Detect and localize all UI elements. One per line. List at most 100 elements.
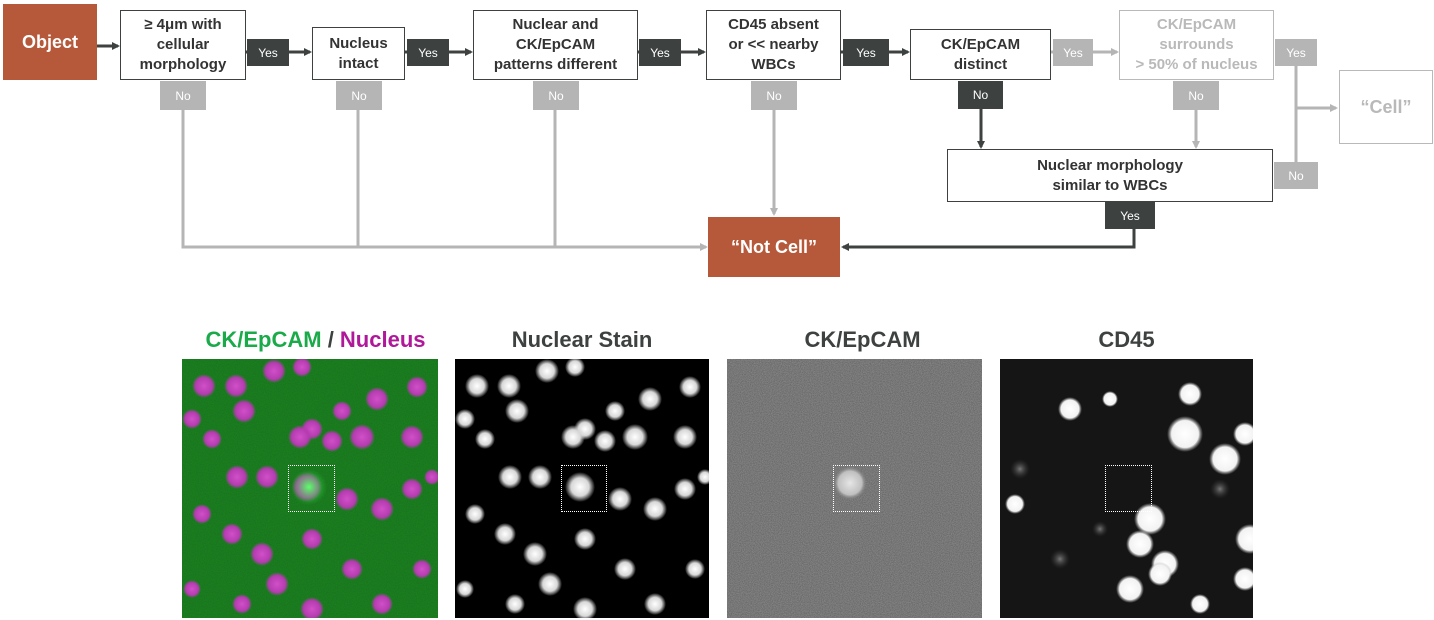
nucleus-blob bbox=[605, 401, 625, 421]
nucleus-blob bbox=[535, 359, 559, 383]
nucleus-blob bbox=[685, 559, 705, 579]
yes-label-q5: Yes bbox=[1053, 39, 1093, 66]
wbc-blob bbox=[1209, 443, 1241, 475]
nucleus-blob bbox=[202, 429, 222, 449]
nucleus-blob bbox=[301, 528, 323, 550]
nucleus-blob bbox=[232, 399, 256, 423]
nucleus-blob bbox=[673, 425, 697, 449]
nucleus-blob bbox=[349, 424, 375, 450]
nucleus-blob bbox=[335, 487, 359, 511]
nucleus-blob bbox=[528, 465, 552, 489]
nucleus-blob bbox=[497, 374, 521, 398]
dim-blob bbox=[1010, 459, 1030, 479]
cd45-title: CD45 bbox=[1098, 327, 1155, 352]
yes-label-q1: Yes bbox=[247, 39, 289, 66]
wbc-blob bbox=[1116, 575, 1144, 603]
nucleus-blob bbox=[614, 558, 636, 580]
nucleus-blob bbox=[370, 497, 394, 521]
nucleus-blob bbox=[232, 594, 252, 614]
cd45-selection-box bbox=[1105, 465, 1152, 512]
yes-label-q4: Yes bbox=[843, 39, 889, 66]
ck-epcam-image-panel bbox=[727, 359, 982, 618]
nucleus-blob bbox=[574, 528, 596, 550]
nucleus-blob bbox=[538, 572, 562, 596]
decision-patterns-different: Nuclear and CK/EpCAM patterns different bbox=[473, 10, 638, 80]
nucleus-blob bbox=[456, 580, 474, 598]
decision-ck-epcam-distinct: CK/EpCAM distinct bbox=[910, 29, 1051, 80]
wbc-blob bbox=[1126, 530, 1154, 558]
wbc-blob bbox=[1148, 562, 1172, 586]
nucleus-blob bbox=[505, 594, 525, 614]
nucleus-blob bbox=[288, 425, 312, 449]
nucleus-blob bbox=[401, 478, 423, 500]
nucleus-blob bbox=[265, 572, 289, 596]
yes-label-q6: Yes bbox=[1275, 39, 1317, 66]
yes-label-q7: Yes bbox=[1105, 202, 1155, 229]
nucleus-blob bbox=[183, 580, 201, 598]
wbc-blob bbox=[1058, 397, 1082, 421]
nucleus-blob bbox=[250, 542, 274, 566]
nucleus-blob bbox=[565, 472, 595, 502]
nucleus-blob bbox=[225, 465, 249, 489]
merge-panel-title: CK/EpCAM / Nucleus bbox=[182, 327, 449, 353]
dim-blob bbox=[1050, 549, 1070, 569]
merge-selection-box bbox=[288, 465, 335, 512]
nucleus-blob bbox=[365, 387, 389, 411]
nucleus-blob bbox=[674, 478, 696, 500]
nucleus-blob bbox=[332, 401, 352, 421]
merge-title-ck-epcam: CK/EpCAM bbox=[205, 327, 322, 352]
no-label-q3: No bbox=[533, 81, 579, 110]
nucleus-blob bbox=[221, 523, 243, 545]
decision-nucleus-intact: Nucleus intact bbox=[312, 27, 405, 80]
wbc-blob bbox=[1102, 391, 1118, 407]
nucleus-blob bbox=[594, 430, 616, 452]
nucleus-blob bbox=[638, 387, 662, 411]
cd45-image-panel bbox=[1000, 359, 1253, 618]
nucleus-blob bbox=[697, 469, 709, 485]
arrow-q1-no-to-not-cell bbox=[181, 110, 708, 251]
wbc-blob bbox=[1178, 382, 1202, 406]
ck-epcam-title: CK/EpCAM bbox=[804, 327, 921, 352]
wbc-blob bbox=[1233, 422, 1253, 446]
no-label-q4: No bbox=[751, 81, 797, 110]
nuclear-selection-box bbox=[561, 465, 607, 512]
yes-label-q3: Yes bbox=[639, 39, 681, 66]
nucleus-blob bbox=[608, 487, 632, 511]
nucleus-blob bbox=[371, 593, 393, 615]
outcome-not-cell: “Not Cell” bbox=[708, 217, 840, 277]
nucleus-blob bbox=[341, 558, 363, 580]
wbc-blob bbox=[1190, 594, 1210, 614]
nucleus-blob bbox=[300, 597, 324, 618]
no-label-q1: No bbox=[160, 81, 206, 110]
nucleus-blob bbox=[498, 465, 522, 489]
decision-size-morphology: ≥ 4μm with cellular morphology bbox=[120, 10, 246, 80]
decision-cd45-absent: CD45 absent or << nearby WBCs bbox=[706, 10, 841, 80]
start-node-object: Object bbox=[3, 4, 97, 80]
nucleus-blob bbox=[505, 399, 529, 423]
nucleus-blob bbox=[255, 465, 279, 489]
dim-blob bbox=[1210, 479, 1230, 499]
nucleus-blob bbox=[455, 409, 475, 429]
no-label-q6: No bbox=[1173, 81, 1219, 110]
decision-nuclear-morphology-wbc: Nuclear morphology similar to WBCs bbox=[947, 149, 1273, 202]
arrow-q7-to-not-cell bbox=[841, 229, 1136, 251]
nucleus-blob bbox=[406, 376, 428, 398]
merge-title-separator: / bbox=[321, 327, 340, 352]
nucleus-blob bbox=[262, 359, 286, 383]
nucleus-blob bbox=[643, 497, 667, 521]
nuclear-stain-title: Nuclear Stain bbox=[511, 327, 653, 352]
no-label-q2: No bbox=[336, 81, 382, 110]
nucleus-blob bbox=[523, 542, 547, 566]
nucleus-blob bbox=[192, 504, 212, 524]
nucleus-blob bbox=[561, 425, 585, 449]
nucleus-blob bbox=[565, 359, 585, 377]
nucleus-blob bbox=[192, 374, 216, 398]
nuclear-stain-image-panel bbox=[455, 359, 709, 618]
ck-selection-box bbox=[833, 465, 880, 512]
nucleus-blob bbox=[465, 374, 489, 398]
nucleus-blob bbox=[465, 504, 485, 524]
yes-label-q2: Yes bbox=[407, 39, 449, 66]
wbc-blob bbox=[1167, 416, 1203, 452]
nucleus-blob bbox=[494, 523, 516, 545]
